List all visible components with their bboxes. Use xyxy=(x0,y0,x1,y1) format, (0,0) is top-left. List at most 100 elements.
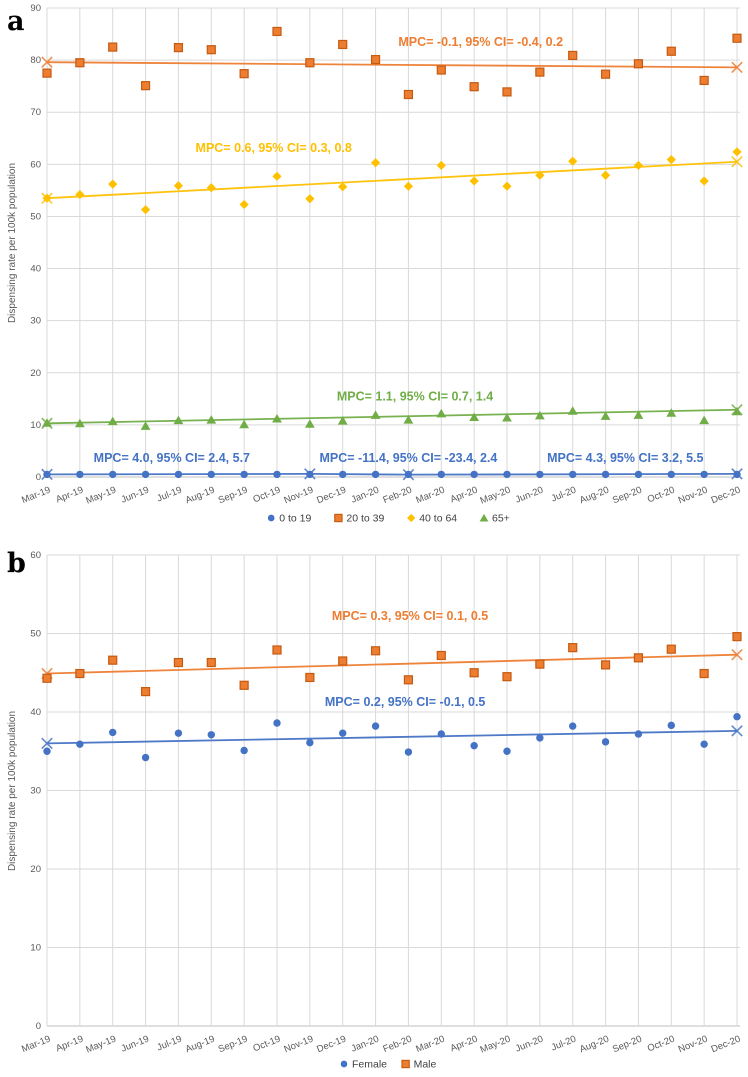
x-tick-label: Jul-20 xyxy=(550,485,578,505)
data-point-square xyxy=(535,67,545,77)
data-point-square xyxy=(633,653,644,663)
x-tick-label: Jul-19 xyxy=(155,485,183,505)
data-point-circle xyxy=(109,728,117,737)
data-point-circle xyxy=(404,470,413,479)
data-point-square xyxy=(140,686,151,697)
data-point-circle xyxy=(470,742,478,750)
x-tick-label: Feb-20 xyxy=(382,1034,414,1055)
data-point-circle xyxy=(503,470,511,479)
x-tick-label: Nov-19 xyxy=(282,485,315,507)
data-point-diamond xyxy=(600,170,611,180)
trend-x-marker xyxy=(731,61,743,74)
data-point-diamond xyxy=(338,182,348,192)
x-tick-label: Jul-19 xyxy=(155,1034,183,1054)
data-point-triangle xyxy=(600,411,611,420)
data-point-circle xyxy=(700,740,708,748)
data-point-square xyxy=(699,75,709,86)
data-point-circle xyxy=(306,470,314,479)
data-point-square xyxy=(370,54,381,65)
data-point-diamond xyxy=(403,181,414,191)
y-tick-label: 40 xyxy=(30,707,41,718)
data-point-circle xyxy=(76,740,84,748)
trend-line xyxy=(46,61,738,69)
data-point-circle xyxy=(601,738,610,746)
x-tick-label: Dec-19 xyxy=(315,485,348,507)
data-point-square xyxy=(239,680,249,690)
data-point-circle xyxy=(634,470,643,479)
data-point-diamond xyxy=(666,155,676,165)
y-tick-label: 70 xyxy=(30,107,41,118)
x-tick-label: Dec-20 xyxy=(710,1034,743,1056)
x-tick-label: Dec-20 xyxy=(710,485,743,507)
data-point-circle xyxy=(109,470,117,479)
mpc-annotation: MPC= 4.3, 95% CI= 3.2, 5.5 xyxy=(547,451,703,465)
data-point-square xyxy=(239,69,249,79)
data-point-circle xyxy=(536,734,544,742)
trend-x-marker xyxy=(41,56,53,68)
legend: Female Male xyxy=(340,1059,437,1071)
x-tick-label: Nov-20 xyxy=(677,485,710,507)
data-point-triangle xyxy=(206,415,217,424)
data-point-circle xyxy=(733,470,741,479)
data-point-diamond xyxy=(469,176,479,186)
x-tick-label: Dec-19 xyxy=(315,1034,348,1056)
data-point-triangle xyxy=(502,412,512,422)
data-point-diamond xyxy=(173,181,184,191)
x-tick-label: Aug-20 xyxy=(578,1034,611,1056)
data-point-circle xyxy=(470,470,478,479)
data-point-circle xyxy=(667,721,675,730)
x-tick-label: Jun-20 xyxy=(514,485,545,506)
y-tick-label: 60 xyxy=(30,159,41,170)
data-point-triangle xyxy=(534,410,545,420)
trend-line xyxy=(46,729,738,745)
x-tick-label: May-20 xyxy=(479,485,513,507)
x-tick-label: Mar-20 xyxy=(414,1034,446,1055)
y-tick-label: 20 xyxy=(30,368,41,379)
mpc-annotation: MPC= -11.4, 95% CI= -23.4, 2.4 xyxy=(319,451,497,465)
data-point-triangle xyxy=(436,408,447,418)
x-tick-label: May-19 xyxy=(84,485,118,507)
mpc-annotation: MPC= 0.3, 95% CI= 0.1, 0.5 xyxy=(332,609,488,623)
data-point-square xyxy=(272,26,282,37)
data-point-triangle xyxy=(272,414,282,423)
mpc-annotation: MPC= 0.2, 95% CI= -0.1, 0.5 xyxy=(325,695,486,709)
data-point-circle xyxy=(141,470,150,479)
x-tick-label: Mar-19 xyxy=(20,485,52,506)
data-point-square xyxy=(42,673,52,683)
data-point-circle xyxy=(240,746,248,755)
data-point-square xyxy=(666,46,676,56)
data-point-diamond xyxy=(305,194,315,204)
data-point-triangle xyxy=(403,415,414,424)
data-point-square xyxy=(206,45,216,55)
data-point-circle xyxy=(207,470,215,479)
data-point-circle xyxy=(569,722,577,730)
x-tick-label: Feb-20 xyxy=(382,485,414,506)
x-tick-label: Aug-19 xyxy=(184,1034,217,1056)
data-point-square xyxy=(600,660,611,670)
data-point-circle xyxy=(700,470,708,479)
x-tick-label: Oct-19 xyxy=(252,485,283,506)
data-point-circle xyxy=(207,731,215,739)
data-point-square xyxy=(338,656,348,666)
panel-a-label: a xyxy=(7,6,25,37)
trend-x-marker xyxy=(41,737,53,750)
legend-label: 65+ xyxy=(492,513,510,525)
data-point-circle xyxy=(273,470,281,479)
trend-line xyxy=(46,472,738,476)
x-tick-label: Apr-20 xyxy=(449,485,480,506)
x-tick-label: Nov-19 xyxy=(282,1034,315,1056)
panel-b-label: b xyxy=(7,548,26,579)
data-point-square xyxy=(732,632,742,642)
x-tick-label: Apr-19 xyxy=(54,1034,85,1055)
y-tick-label: 50 xyxy=(30,629,41,640)
mpc-annotation: MPC= -0.1, 95% CI= -0.4, 0.2 xyxy=(398,35,563,49)
data-point-square xyxy=(502,87,512,97)
data-point-triangle xyxy=(732,406,742,416)
legend-label: 20 to 39 xyxy=(346,513,384,525)
trend-line xyxy=(46,653,738,675)
data-point-triangle xyxy=(699,415,710,425)
data-point-circle xyxy=(437,470,445,479)
